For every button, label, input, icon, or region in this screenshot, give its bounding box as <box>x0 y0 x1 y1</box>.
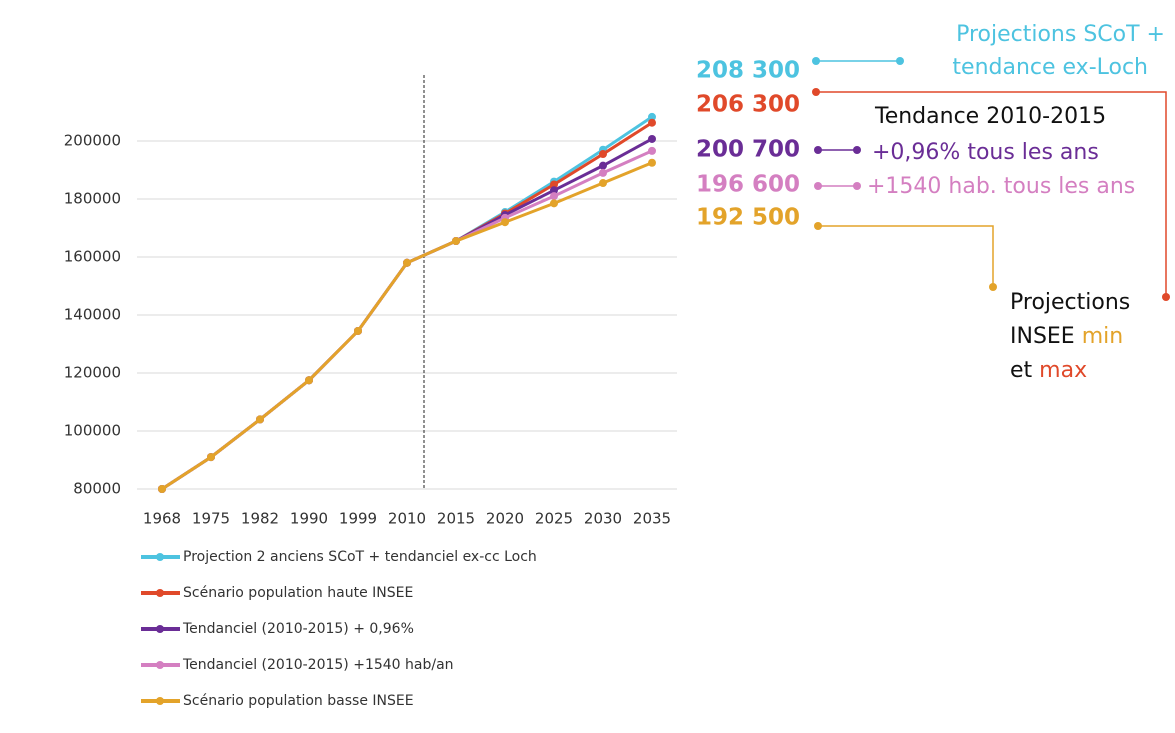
y-tick-label: 80000 <box>73 480 121 498</box>
annotation: et max <box>1010 358 1087 383</box>
point <box>648 146 656 155</box>
point <box>256 415 264 424</box>
legend-dot <box>156 625 164 633</box>
legend-dot <box>156 589 164 597</box>
x-tick-label: 2035 <box>633 510 671 528</box>
point <box>599 161 607 170</box>
value-label: 200 700 <box>696 137 800 163</box>
connector-dot <box>814 222 822 230</box>
connector-dot <box>1162 293 1170 301</box>
legend-dot <box>156 661 164 669</box>
point <box>599 179 607 188</box>
connector-dot <box>812 57 820 65</box>
point <box>550 186 558 195</box>
connector-dot <box>989 283 997 291</box>
value-label: 192 500 <box>696 205 800 231</box>
point <box>403 258 411 267</box>
connector-dot <box>853 182 861 190</box>
x-tick-label: 2015 <box>437 510 475 528</box>
annotation-part: et <box>1010 358 1033 383</box>
point <box>648 158 656 167</box>
x-tick-label: 1968 <box>143 510 181 528</box>
connector-dot <box>814 146 822 154</box>
point <box>550 199 558 208</box>
annotation-connectors <box>812 57 1170 301</box>
legend-dot <box>156 553 164 561</box>
series-line <box>161 161 653 491</box>
connector-dot <box>853 146 861 154</box>
plot: 80000 100000 120000 140000 160000 180000 20000… <box>64 75 677 528</box>
series-line <box>161 115 653 491</box>
annotation-part: INSEE <box>1010 324 1075 349</box>
point <box>550 180 558 189</box>
value-label: 206 300 <box>696 92 800 118</box>
annotation-part: max <box>1039 358 1087 383</box>
connector-dot <box>814 182 822 190</box>
x-tick-label: 2010 <box>388 510 426 528</box>
legend-label: Scénario population basse INSEE <box>183 693 414 709</box>
x-tick-label: 1975 <box>192 510 230 528</box>
point <box>207 453 215 462</box>
point <box>599 168 607 177</box>
point <box>501 218 509 227</box>
y-tick-label: 120000 <box>64 364 121 382</box>
annotation: +1540 hab. tous les ans <box>867 174 1135 199</box>
x-tick-label: 2020 <box>486 510 524 528</box>
annotation: Projections <box>1010 290 1130 315</box>
legend-label: Tendanciel (2010-2015) +1540 hab/an <box>182 657 454 673</box>
x-tick-label: 1999 <box>339 510 377 528</box>
x-tick-label: 2025 <box>535 510 573 528</box>
y-tick-label: 140000 <box>64 306 121 324</box>
annotation: Tendance 2010-2015 <box>874 104 1106 129</box>
y-tick-label: 200000 <box>64 132 121 150</box>
x-tick-label: 2030 <box>584 510 622 528</box>
value-label: 208 300 <box>696 58 800 84</box>
legend-label: Projection 2 anciens SCoT + tendanciel e… <box>183 549 537 565</box>
point <box>354 326 362 335</box>
legend-label: Tendanciel (2010-2015) + 0,96% <box>182 621 414 637</box>
y-tick-label: 100000 <box>64 422 121 440</box>
annotation: tendance ex-Loch <box>952 55 1148 80</box>
annotation: Projections SCoT + <box>956 22 1165 47</box>
x-tick-label: 1982 <box>241 510 279 528</box>
annotation: +0,96% tous les ans <box>872 140 1099 165</box>
annotation: INSEE min <box>1010 324 1123 349</box>
point <box>305 376 313 385</box>
x-tick-label: 1990 <box>290 510 328 528</box>
point <box>158 485 166 493</box>
point <box>452 237 460 246</box>
annotation-part: min <box>1082 324 1124 349</box>
value-label: 196 600 <box>696 172 800 198</box>
point <box>599 150 607 159</box>
y-tick-label: 180000 <box>64 190 121 208</box>
connector-dot <box>896 57 904 65</box>
legend-label: Scénario population haute INSEE <box>183 585 413 601</box>
point <box>648 134 656 143</box>
point <box>648 118 656 127</box>
legend-dot <box>156 697 164 705</box>
y-tick-label: 160000 <box>64 248 121 266</box>
connector <box>816 91 1167 297</box>
point <box>648 112 656 121</box>
connector <box>818 225 994 287</box>
point <box>550 192 558 201</box>
connector-dot <box>812 88 820 96</box>
